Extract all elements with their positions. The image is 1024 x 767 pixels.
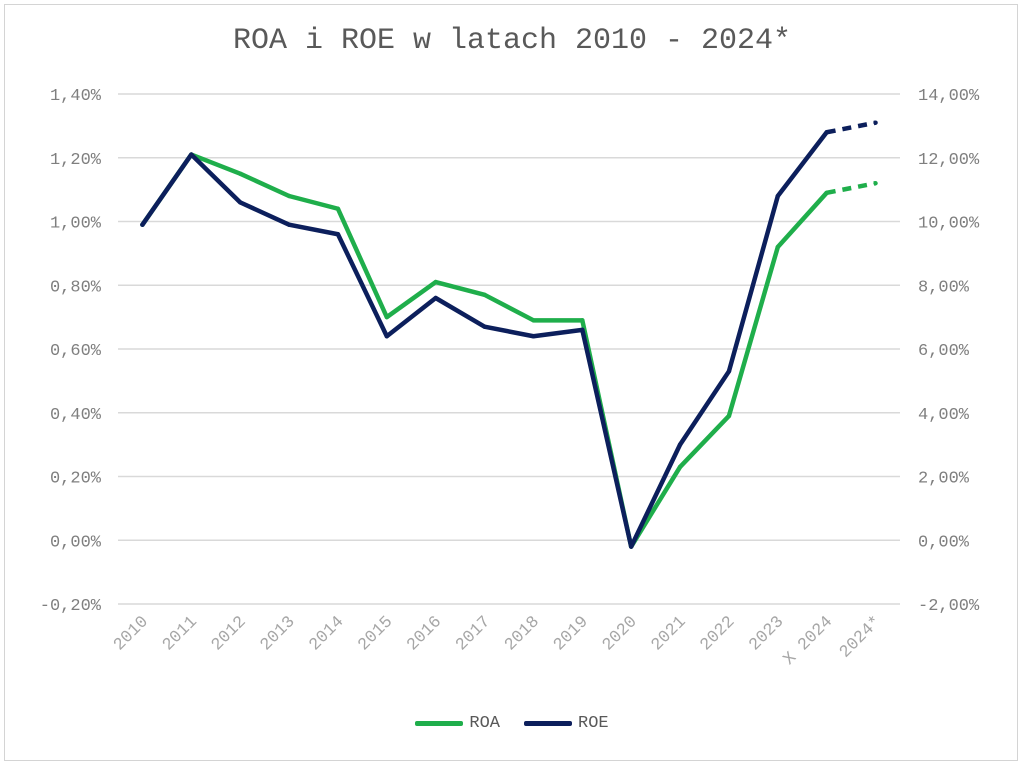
data-point-roe[interactable]	[237, 200, 243, 205]
data-point-roe[interactable]	[726, 369, 732, 374]
data-point-roa[interactable]	[286, 193, 292, 199]
y-left-tick-label: -0,20%	[40, 597, 102, 616]
x-tick-label: 2021	[648, 613, 690, 655]
y-left-tick-label: 1,40%	[50, 87, 102, 106]
data-point-roa[interactable]	[824, 190, 829, 196]
x-tick-label: 2018	[501, 613, 543, 655]
data-point-roe[interactable]	[189, 152, 194, 157]
legend-label-roe: ROE	[578, 714, 609, 733]
data-point-roa[interactable]	[433, 279, 438, 285]
y-left-tick-label: 0,60%	[50, 342, 102, 361]
y-left-tick-label: 1,20%	[50, 151, 102, 170]
data-point-roa[interactable]	[384, 314, 390, 320]
series-lines	[140, 120, 878, 549]
y-right-tick-label: -2,00%	[918, 597, 980, 616]
y-left-tick-label: 0,80%	[50, 278, 102, 297]
y-left-tick-label: 0,00%	[50, 533, 102, 552]
data-point-roa[interactable]	[726, 413, 732, 419]
chart-title: ROA i ROE w latach 2010 - 2024*	[232, 24, 792, 58]
data-point-roa[interactable]	[531, 318, 536, 323]
data-point-roe[interactable]	[286, 222, 292, 227]
y-right-tick-label: 2,00%	[918, 470, 970, 489]
series-line-roa-forecast	[826, 181, 876, 196]
x-tick-label: 2011	[159, 613, 201, 655]
data-point-roe[interactable]	[775, 193, 781, 199]
data-point-roe[interactable]	[140, 222, 145, 227]
data-point-roa[interactable]	[580, 318, 585, 323]
data-point-roa[interactable]	[335, 206, 341, 211]
data-point-roe[interactable]	[384, 334, 390, 339]
y-right-tick-label: 12,00%	[918, 151, 980, 170]
x-tick-label: 2015	[355, 613, 397, 655]
x-tick-label: 2012	[208, 613, 250, 655]
data-point-roe[interactable]	[628, 544, 634, 549]
y-right-tick-label: 4,00%	[918, 406, 970, 425]
data-point-roe[interactable]	[482, 324, 487, 329]
data-point-roe[interactable]	[335, 232, 341, 237]
data-point-roa[interactable]	[873, 181, 878, 186]
x-tick-label: 2024*	[836, 613, 886, 663]
legend-swatch-roa	[415, 721, 464, 726]
y-axis-right: -2,00% 0,00% 2,00% 4,00% 6,00% 8,00% 10,00% 12,…	[918, 87, 980, 616]
gridlines	[118, 93, 900, 605]
y-left-tick-label: 0,40%	[50, 406, 102, 425]
y-right-tick-label: 14,00%	[918, 87, 980, 106]
data-point-roe[interactable]	[531, 334, 536, 339]
x-tick-label: 2010	[110, 613, 152, 655]
data-point-roe[interactable]	[580, 327, 585, 333]
data-point-roe[interactable]	[433, 295, 438, 301]
series-line-roa	[140, 152, 829, 549]
x-tick-label: 2020	[599, 613, 641, 655]
x-tick-label: 2016	[404, 613, 446, 655]
data-point-roe[interactable]	[824, 130, 829, 135]
y-right-tick-label: 6,00%	[918, 342, 970, 361]
y-left-tick-label: 0,20%	[50, 470, 102, 489]
x-tick-label: 2013	[257, 613, 299, 655]
data-point-roa[interactable]	[237, 171, 243, 176]
y-right-tick-label: 10,00%	[918, 215, 980, 234]
legend-item-roe[interactable]: ROE	[524, 714, 609, 733]
legend-swatch-roe	[524, 721, 572, 726]
y-axis-left: -0,20% 0,00% 0,20% 0,40% 0,60% 0,80% 1,00% 1,20…	[40, 87, 102, 616]
series-line-roe	[140, 130, 829, 549]
x-tick-label: 2022	[697, 613, 739, 655]
x-tick-label: 2017	[453, 613, 495, 655]
data-point-roe[interactable]	[873, 120, 878, 125]
legend: ROA ROE	[0, 714, 1024, 733]
y-left-tick-label: 1,00%	[50, 215, 102, 234]
legend-item-roa[interactable]: ROA	[415, 714, 500, 733]
x-tick-label: 2019	[550, 613, 592, 655]
data-point-roa[interactable]	[775, 244, 781, 250]
data-point-roe[interactable]	[677, 442, 683, 447]
data-point-roa[interactable]	[482, 292, 487, 298]
x-axis: 2010 2011 2012 2013 2014 2015 2016 2017 2018 2019…	[110, 613, 885, 670]
data-point-roa[interactable]	[677, 464, 683, 470]
series-line-roe-forecast	[826, 120, 876, 135]
y-right-tick-label: 0,00%	[918, 533, 970, 552]
x-tick-label: X 2024	[780, 613, 837, 670]
x-tick-label: 2023	[746, 613, 788, 655]
legend-label-roa: ROA	[469, 714, 500, 733]
y-right-tick-label: 8,00%	[918, 278, 970, 297]
x-tick-label: 2014	[306, 613, 348, 655]
